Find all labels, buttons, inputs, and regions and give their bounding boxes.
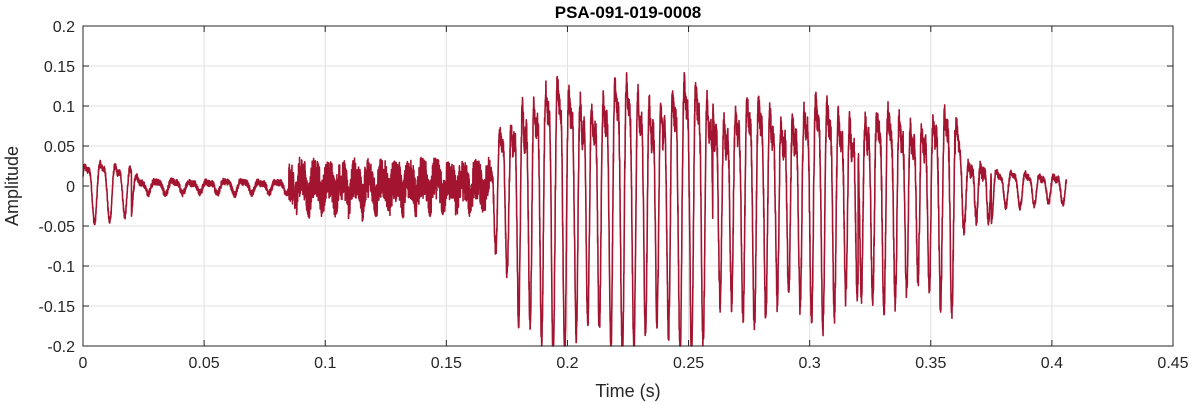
y-tick-label: 0.15 — [44, 59, 75, 76]
x-tick-label: 0.45 — [1157, 355, 1188, 372]
x-tick-label: 0.2 — [556, 355, 578, 372]
chart-title: PSA-091-019-0008 — [555, 3, 701, 22]
x-tick-label: 0.05 — [189, 355, 220, 372]
y-axis-label: Amplitude — [2, 146, 22, 226]
y-tick-label: -0.2 — [47, 339, 75, 356]
y-tick-label: -0.15 — [39, 299, 76, 316]
waveform-series-line — [82, 71, 1068, 347]
waveform-trace — [82, 71, 1068, 347]
y-axis-ticks: -0.2 -0.15 -0.1 -0.05 0 0.05 0.1 0.15 0.2 — [39, 19, 1173, 356]
x-tick-label: 0.3 — [799, 355, 821, 372]
x-axis-label: Time (s) — [595, 381, 660, 401]
y-tick-label: -0.05 — [39, 219, 76, 236]
y-tick-label: 0 — [66, 179, 75, 196]
x-tick-label: 0.4 — [1041, 355, 1063, 372]
x-tick-label: 0.1 — [314, 355, 336, 372]
y-tick-label: 0.05 — [44, 139, 75, 156]
x-tick-label: 0.25 — [673, 355, 704, 372]
y-tick-label: 0.2 — [53, 19, 75, 36]
x-tick-label: 0.35 — [915, 355, 946, 372]
x-axis-ticks: 0 0.05 0.1 0.15 0.2 0.25 0.3 0.35 0.4 0.45 — [79, 26, 1189, 372]
x-tick-label: 0 — [79, 355, 88, 372]
y-tick-label: 0.1 — [53, 99, 75, 116]
x-tick-label: 0.15 — [431, 355, 462, 372]
y-tick-label: -0.1 — [47, 259, 75, 276]
